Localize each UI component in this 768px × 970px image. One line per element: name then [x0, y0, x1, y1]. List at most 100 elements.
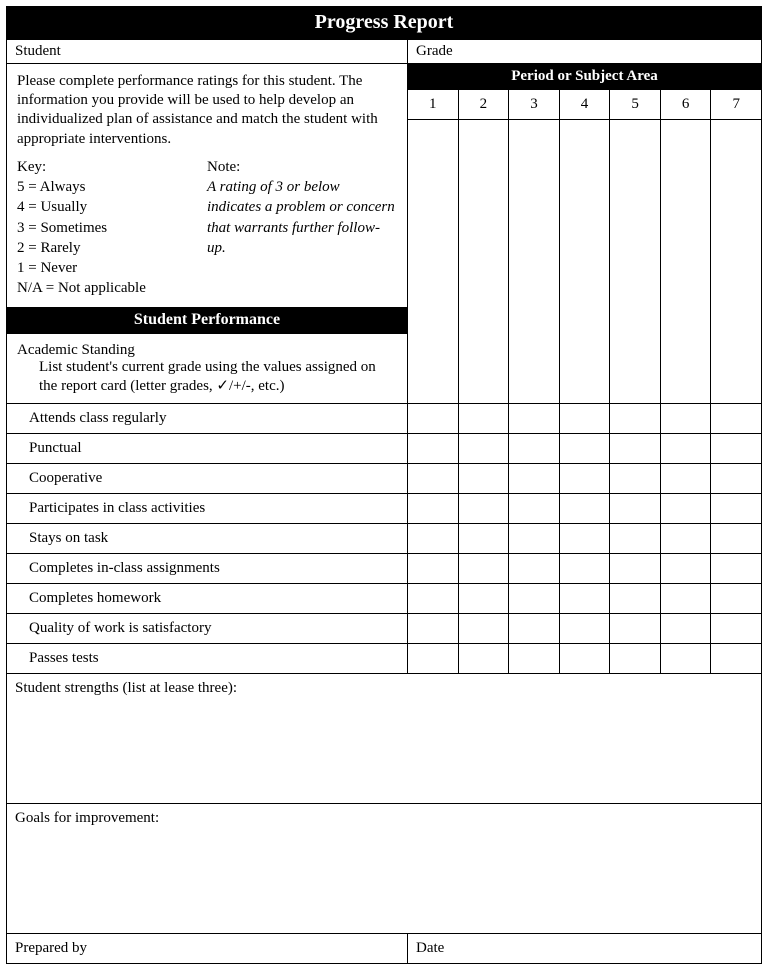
perf-cells: [408, 554, 761, 583]
rating-cell[interactable]: [459, 494, 510, 523]
rating-cell[interactable]: [711, 524, 761, 553]
perf-label: Cooperative: [7, 464, 408, 493]
rating-cell[interactable]: [661, 584, 712, 613]
student-field[interactable]: Student: [7, 40, 408, 63]
perf-row: Completes homework: [7, 584, 761, 614]
rating-cell[interactable]: [509, 614, 560, 643]
rating-cell[interactable]: [560, 554, 611, 583]
date-field[interactable]: Date: [408, 934, 761, 963]
rating-cell[interactable]: [661, 404, 712, 433]
rating-cell[interactable]: [711, 644, 761, 673]
rating-cell[interactable]: [459, 644, 510, 673]
rating-cell[interactable]: [408, 464, 459, 493]
rating-cell[interactable]: [459, 554, 510, 583]
rating-cell[interactable]: [560, 524, 611, 553]
rating-cell[interactable]: [408, 554, 459, 583]
rating-cell[interactable]: [509, 404, 560, 433]
prepared-by-field[interactable]: Prepared by: [7, 934, 408, 963]
rating-cell[interactable]: [610, 644, 661, 673]
instructions-text: Please complete performance ratings for …: [7, 64, 407, 155]
rating-cell[interactable]: [661, 614, 712, 643]
academic-title: Academic Standing: [17, 342, 135, 358]
note-heading: Note:: [207, 157, 397, 177]
period-col: [509, 120, 560, 334]
rating-cell[interactable]: [408, 584, 459, 613]
rating-cell[interactable]: [711, 464, 761, 493]
rating-cell[interactable]: [408, 614, 459, 643]
rating-cell[interactable]: [610, 554, 661, 583]
rating-cell[interactable]: [711, 584, 761, 613]
rating-cell[interactable]: [711, 614, 761, 643]
rating-cell[interactable]: [459, 334, 510, 403]
rating-cell[interactable]: [509, 464, 560, 493]
rating-cell[interactable]: [610, 494, 661, 523]
rating-cell[interactable]: [408, 524, 459, 553]
rating-cell[interactable]: [560, 464, 611, 493]
rating-cell[interactable]: [711, 494, 761, 523]
rating-cell[interactable]: [408, 404, 459, 433]
rating-cell[interactable]: [459, 434, 510, 463]
period-col: [661, 120, 712, 334]
rating-cell[interactable]: [509, 644, 560, 673]
perf-cells: [408, 404, 761, 433]
rating-cell[interactable]: [610, 584, 661, 613]
rating-cell[interactable]: [560, 334, 611, 403]
period-number: 2: [459, 90, 510, 119]
rating-cell[interactable]: [408, 494, 459, 523]
rating-cell[interactable]: [509, 434, 560, 463]
rating-cell[interactable]: [459, 464, 510, 493]
perf-cells: [408, 614, 761, 643]
rating-cell[interactable]: [459, 404, 510, 433]
rating-cell[interactable]: [661, 494, 712, 523]
rating-cell[interactable]: [509, 334, 560, 403]
rating-cell[interactable]: [560, 644, 611, 673]
rating-cell[interactable]: [711, 334, 761, 403]
rating-cell[interactable]: [661, 524, 712, 553]
rating-cell[interactable]: [408, 644, 459, 673]
periods-block: Period or Subject Area 1 2 3 4 5 6 7: [408, 64, 761, 334]
rating-cell[interactable]: [560, 404, 611, 433]
rating-cell[interactable]: [459, 584, 510, 613]
rating-cell[interactable]: [661, 334, 712, 403]
period-number: 7: [711, 90, 761, 119]
rating-cell[interactable]: [661, 464, 712, 493]
perf-label: Attends class regularly: [7, 404, 408, 433]
periods-fill: [408, 120, 761, 334]
rating-cell[interactable]: [661, 644, 712, 673]
rating-cell[interactable]: [610, 524, 661, 553]
rating-cell[interactable]: [610, 614, 661, 643]
rating-cell[interactable]: [610, 434, 661, 463]
perf-row: Attends class regularly: [7, 404, 761, 434]
rating-cell[interactable]: [560, 434, 611, 463]
rating-cell[interactable]: [408, 434, 459, 463]
grade-field[interactable]: Grade: [408, 40, 761, 63]
footer-row: Prepared by Date: [7, 934, 761, 963]
rating-cell[interactable]: [509, 494, 560, 523]
strengths-box[interactable]: Student strengths (list at lease three):: [7, 674, 761, 804]
goals-box[interactable]: Goals for improvement:: [7, 804, 761, 934]
rating-cell[interactable]: [661, 554, 712, 583]
rating-cell[interactable]: [711, 554, 761, 583]
key-line: 5 = Always: [17, 177, 207, 197]
rating-cell[interactable]: [711, 434, 761, 463]
perf-row: Participates in class activities: [7, 494, 761, 524]
rating-cell[interactable]: [661, 434, 712, 463]
rating-cell[interactable]: [610, 334, 661, 403]
rating-cell[interactable]: [560, 614, 611, 643]
rating-cell[interactable]: [560, 584, 611, 613]
rating-cell[interactable]: [459, 524, 510, 553]
period-col: [711, 120, 761, 334]
rating-cell[interactable]: [509, 584, 560, 613]
rating-cell[interactable]: [509, 524, 560, 553]
perf-row: Quality of work is satisfactory: [7, 614, 761, 644]
key-line: 1 = Never: [17, 258, 207, 278]
rating-key: Key: 5 = Always 4 = Usually 3 = Sometime…: [17, 157, 207, 299]
rating-cell[interactable]: [560, 494, 611, 523]
perf-cells: [408, 584, 761, 613]
rating-cell[interactable]: [459, 614, 510, 643]
rating-cell[interactable]: [408, 334, 459, 403]
rating-cell[interactable]: [610, 464, 661, 493]
rating-cell[interactable]: [509, 554, 560, 583]
rating-cell[interactable]: [711, 404, 761, 433]
rating-cell[interactable]: [610, 404, 661, 433]
